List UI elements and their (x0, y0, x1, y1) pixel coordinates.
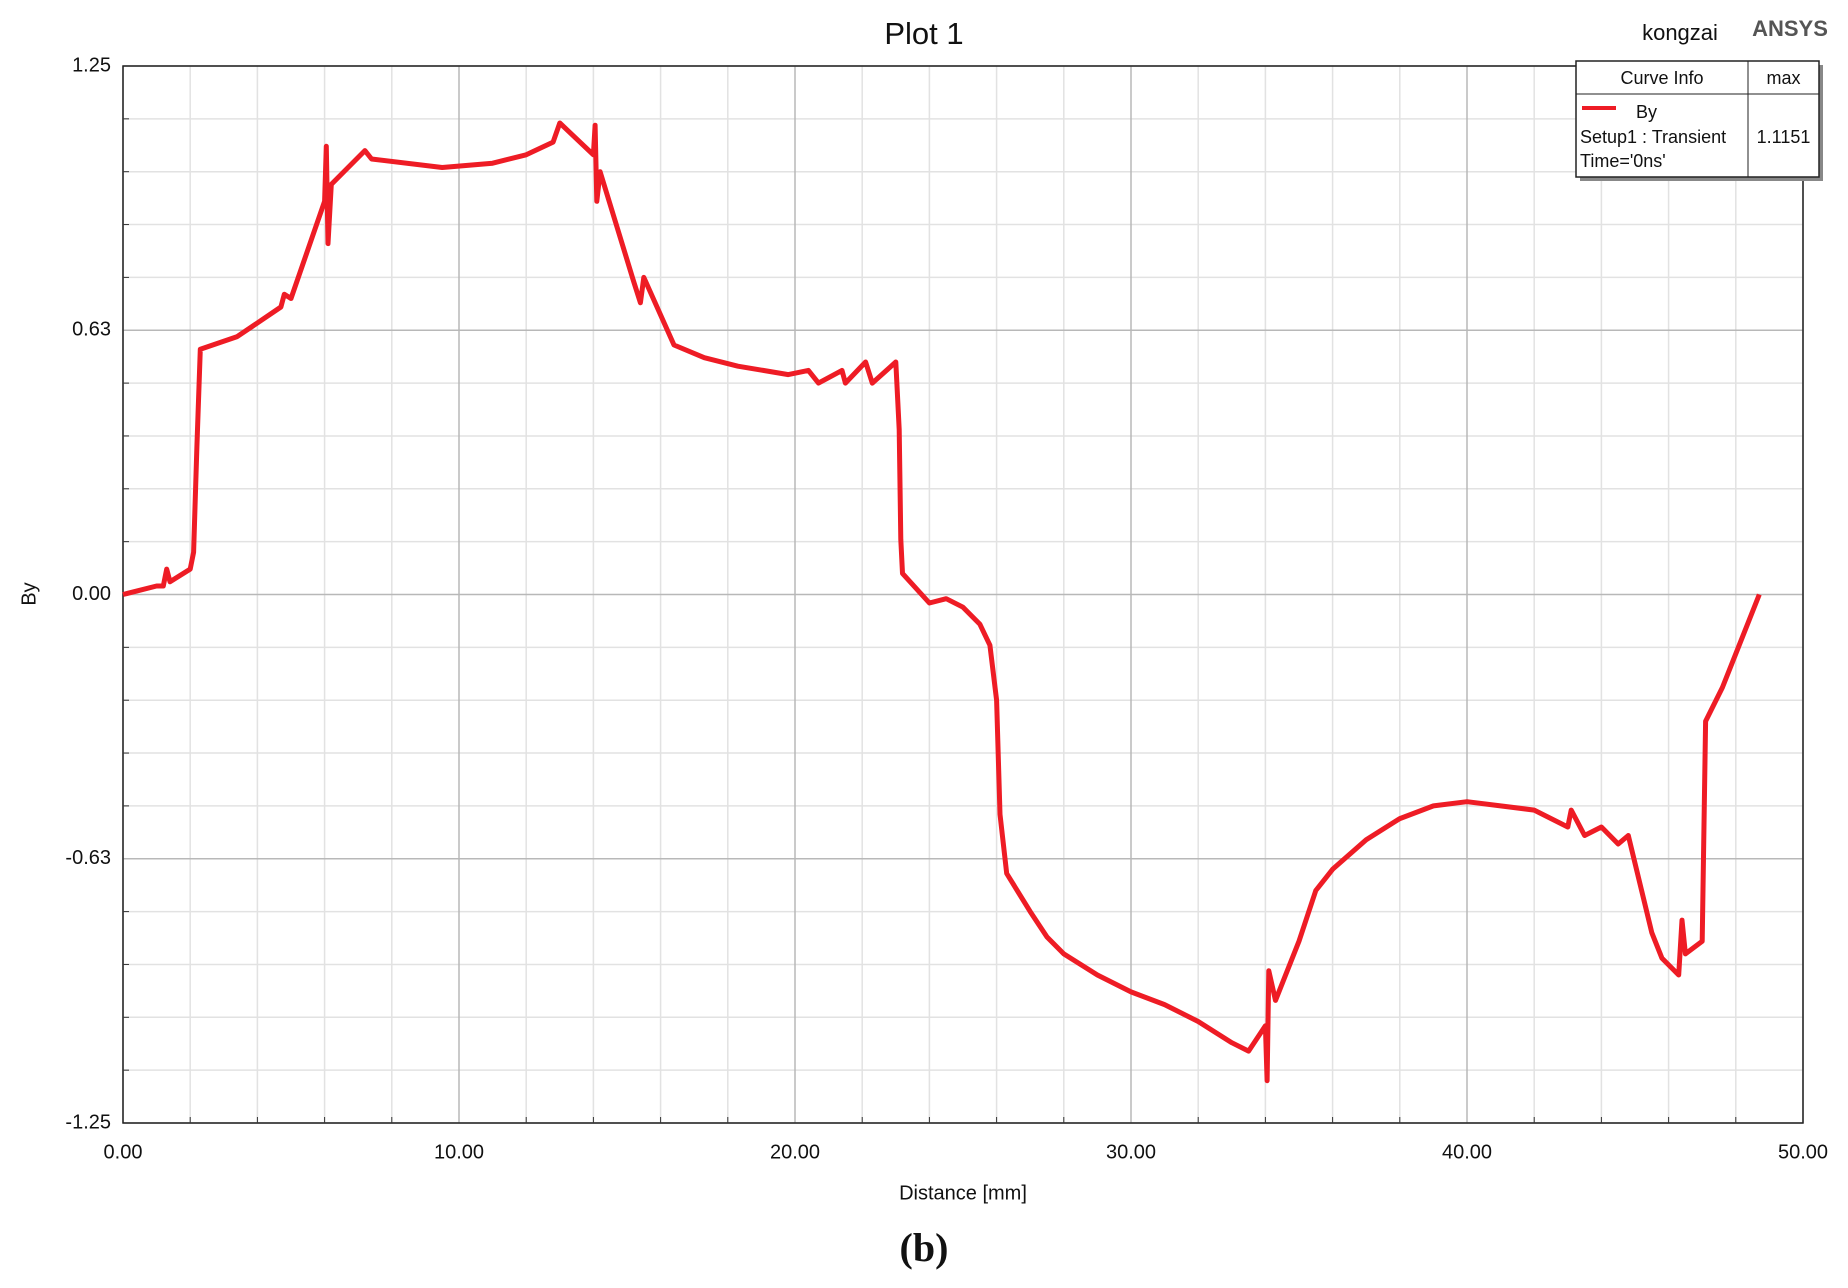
x-tick-label: 40.00 (1442, 1141, 1492, 1163)
caption: (b) (900, 1225, 949, 1270)
x-tick-label: 30.00 (1106, 1141, 1156, 1163)
y-tick-label: 0.63 (72, 319, 111, 341)
x-tick-label: 20.00 (770, 1141, 820, 1163)
legend-entry: By (1636, 102, 1657, 122)
chart-title: Plot 1 (884, 16, 963, 51)
x-tick-label: 50.00 (1778, 1141, 1828, 1163)
data-line (122, 120, 1762, 1084)
y-tick-label: -1.25 (65, 1111, 111, 1133)
legend-header: max (1766, 68, 1800, 88)
legend-header: Curve Info (1620, 68, 1703, 88)
legend-entry: Setup1 : Transient (1580, 127, 1726, 147)
legend-box (1575, 60, 1820, 178)
user-label: kongzai (1642, 20, 1718, 45)
x-axis-label: Distance [mm] (899, 1182, 1027, 1204)
y-tick-label: -0.63 (65, 847, 111, 869)
x-tick-label: 10.00 (434, 1141, 484, 1163)
y-tick-label: 1.25 (72, 54, 111, 76)
y-tick-label: 0.00 (72, 583, 111, 605)
brand-label: ANSYS (1752, 16, 1828, 41)
x-tick-label: 0.00 (104, 1141, 143, 1163)
y-axis-label: By (18, 582, 40, 605)
legend-max: 1.1151 (1757, 127, 1811, 147)
legend-entry: Time='0ns' (1580, 151, 1666, 171)
